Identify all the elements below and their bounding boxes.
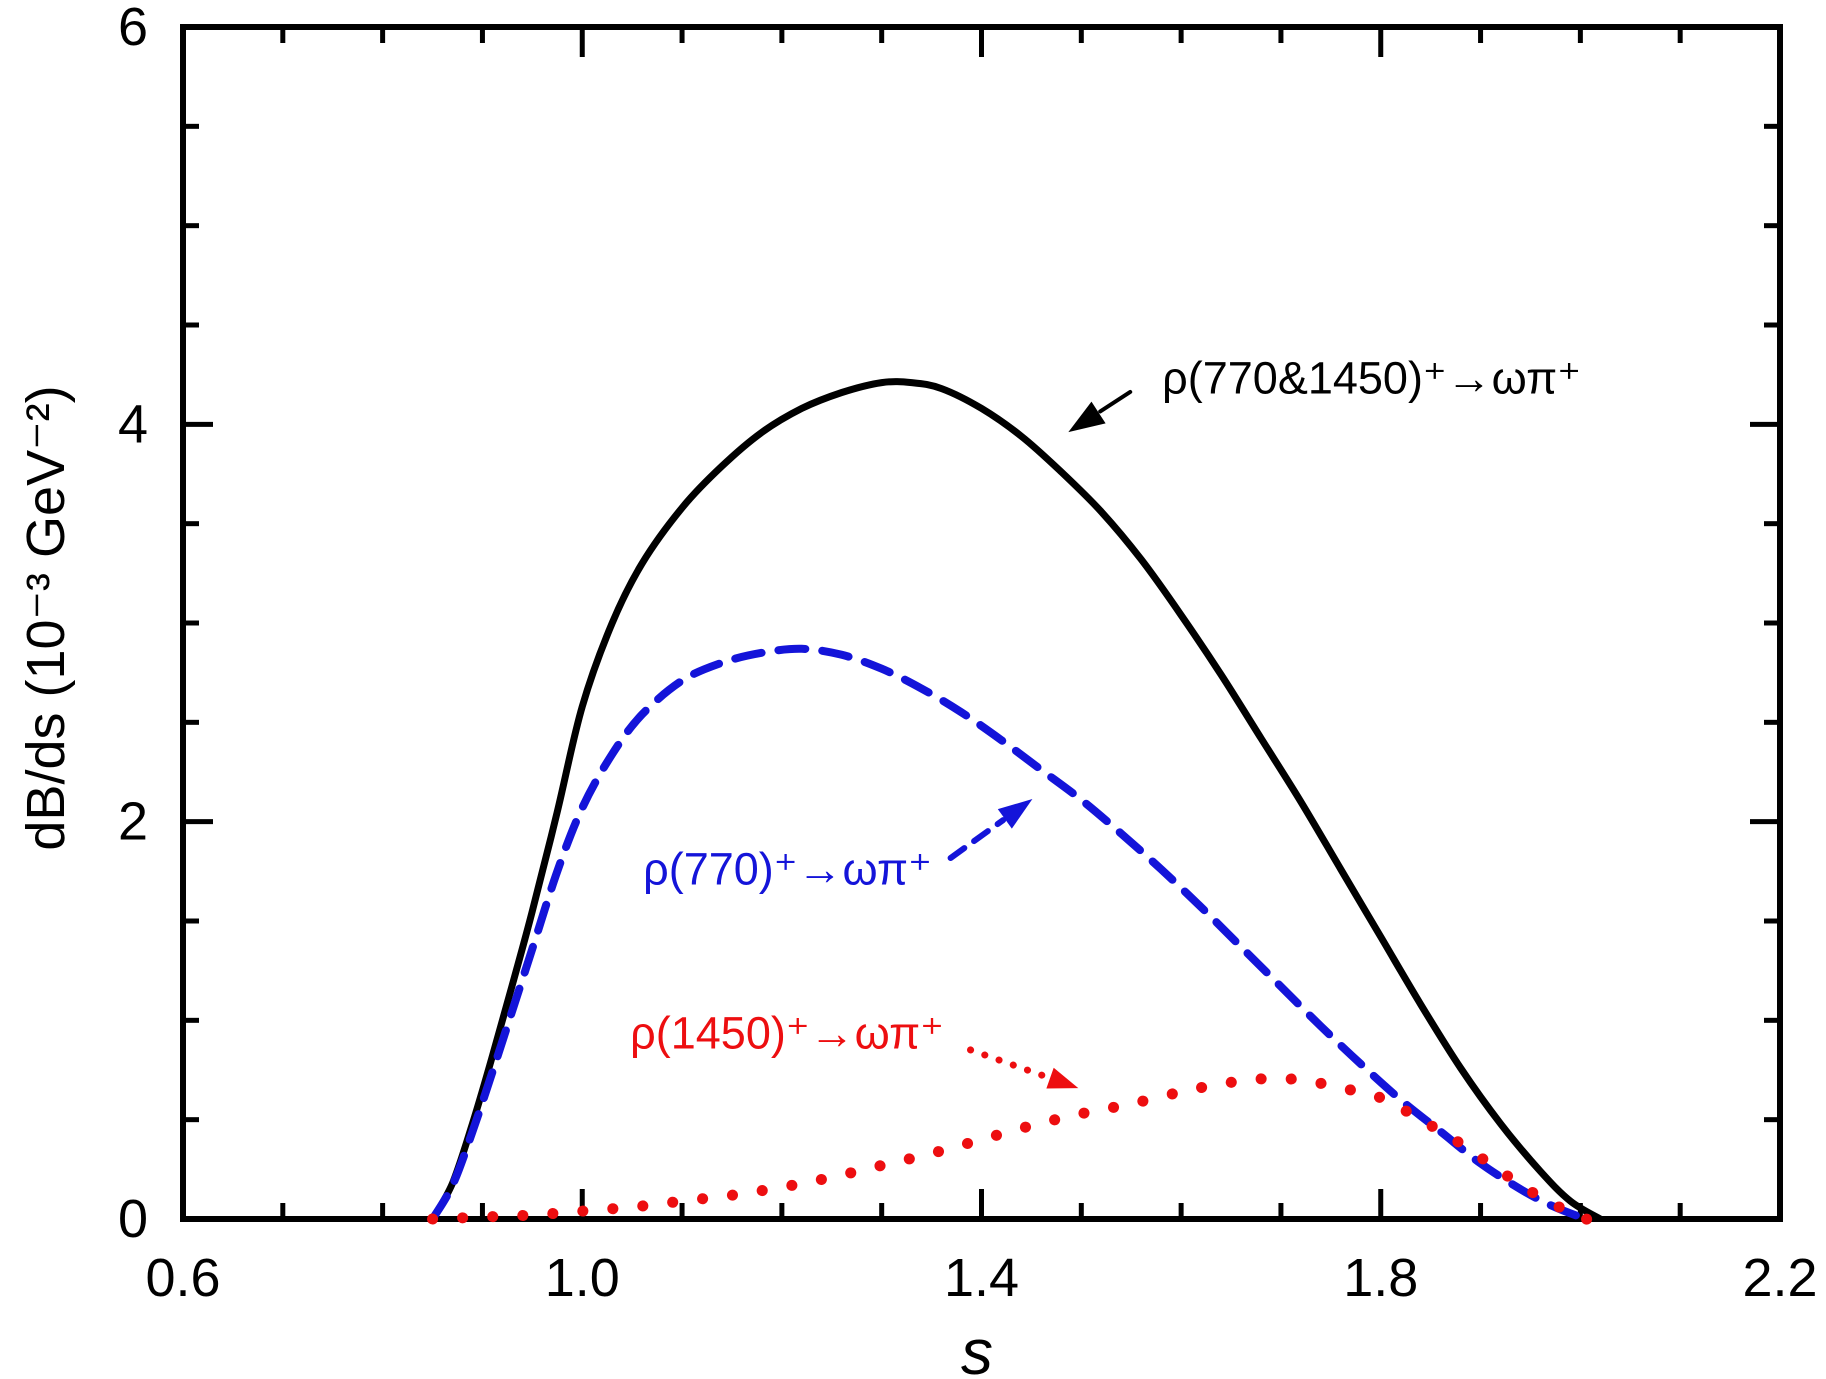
y-tick-label-0: 0 xyxy=(118,1189,148,1249)
annotation-arrow-head-2 xyxy=(1046,1067,1079,1089)
x-tick-label-0: 0.6 xyxy=(145,1248,220,1308)
x-tick-label-3: 1.8 xyxy=(1343,1248,1418,1308)
annotation-arrow-line-1 xyxy=(947,817,1007,862)
x-tick-label-1: 1.0 xyxy=(545,1248,620,1308)
annotation-arrow-head-0 xyxy=(1068,401,1106,433)
annotation-arrow-line-2 xyxy=(967,1046,1052,1081)
annotation-label-2: ρ(1450)⁺→ωπ⁺ xyxy=(630,1008,944,1059)
y-tick-label-2: 4 xyxy=(118,394,148,454)
curve-solid-0 xyxy=(429,378,1603,1223)
annotation-arrow-head-1 xyxy=(997,799,1033,829)
y-tick-label-1: 2 xyxy=(118,792,148,852)
x-axis-title: s xyxy=(961,1316,993,1379)
curve-dotted-2 xyxy=(427,1073,1596,1225)
x-tick-label-2: 1.4 xyxy=(944,1248,1019,1308)
annotation-label-1: ρ(770)⁺→ωπ⁺ xyxy=(643,843,932,894)
y-axis-title: dB/ds (10⁻³ GeV⁻²) xyxy=(16,385,76,850)
y-tick-label-3: 6 xyxy=(118,0,148,57)
x-tick-label-4: 2.2 xyxy=(1742,1248,1817,1308)
annotation-arrow-line-0 xyxy=(1098,389,1133,414)
plot-frame xyxy=(180,24,1783,1222)
annotation-label-0: ρ(770&1450)⁺→ωπ⁺ xyxy=(1162,353,1581,404)
